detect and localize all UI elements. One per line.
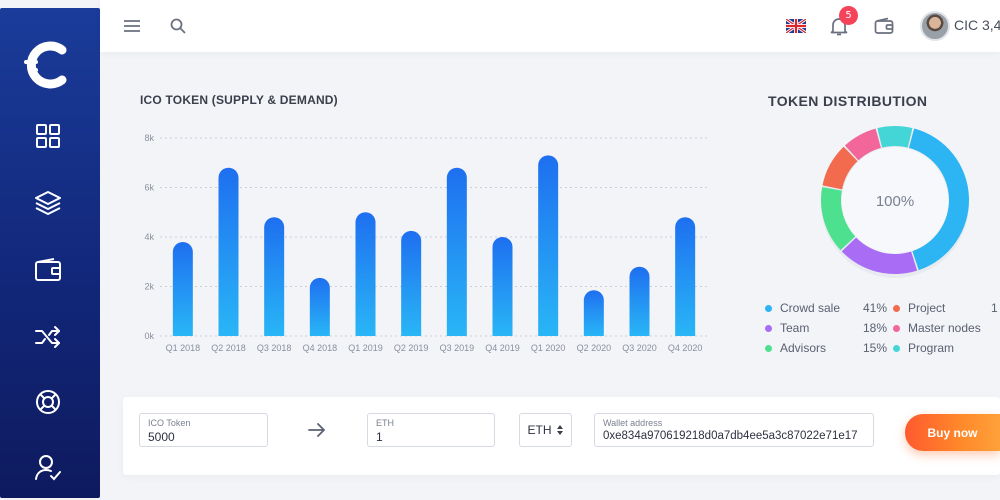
legend-dot	[893, 345, 900, 352]
bar-q3-2020[interactable]	[629, 266, 650, 336]
legend-dot	[893, 305, 900, 312]
legend-label: Team	[780, 321, 810, 335]
buy-panel: ICO Token ETH ETH Wallet address Buy now	[123, 397, 1000, 475]
y-tick-label: 0k	[144, 331, 154, 341]
bar-q1-2018[interactable]	[172, 241, 193, 336]
eth-field[interactable]: ETH	[367, 413, 496, 447]
bar-q1-2019[interactable]	[355, 212, 376, 336]
ico-token-field[interactable]: ICO Token	[139, 413, 269, 447]
buy-now-button[interactable]: Buy now	[905, 414, 1000, 451]
x-tick-label: Q3 2019	[440, 343, 475, 353]
legend-label: Program	[908, 341, 955, 355]
donut-slice-team[interactable]	[841, 237, 918, 274]
notifications-badge: 5	[839, 6, 858, 25]
avatar[interactable]	[920, 11, 950, 41]
x-tick-label: Q3 2018	[257, 343, 292, 353]
search-icon[interactable]	[166, 14, 190, 38]
legend-label: Crowd sale	[780, 301, 841, 315]
chart-title: ICO TOKEN (SUPPLY & DEMAND)	[140, 93, 338, 107]
legend-dot	[765, 305, 772, 312]
user-check-icon	[35, 455, 61, 481]
token-distribution-donut: 100%	[821, 126, 969, 278]
balance-text: CIC 3,45	[954, 17, 1000, 33]
legend-dot	[893, 325, 900, 332]
wallet-address-input[interactable]	[603, 430, 868, 442]
y-tick-label: 2k	[144, 282, 154, 292]
x-tick-label: Q1 2018	[166, 343, 201, 353]
x-tick-label: Q2 2019	[394, 343, 429, 353]
x-tick-label: Q4 2019	[485, 343, 520, 353]
topbar-wallet-icon[interactable]	[872, 14, 896, 38]
bar-q1-2020[interactable]	[538, 155, 559, 336]
currency-value: ETH	[527, 423, 552, 437]
legend-label: Advisors	[780, 341, 827, 355]
supply-demand-bar-chart: 0k 2k 4k 6k 8k Q1 2018 Q2 2018 Q3 2018 Q4 2018 Q1…	[144, 133, 708, 353]
x-tick-label: Q2 2020	[577, 343, 612, 353]
wallet-address-field[interactable]: Wallet address	[594, 413, 874, 447]
bar-q3-2018[interactable]	[264, 217, 285, 336]
y-tick-label: 8k	[144, 133, 154, 143]
legend-percent: 18%	[863, 321, 888, 335]
donut-slice-program[interactable]	[877, 126, 913, 148]
legend-dot	[765, 325, 772, 332]
ico-token-input[interactable]	[148, 430, 269, 444]
legend-label: Master nodes	[908, 321, 981, 335]
donut-slice-advisors[interactable]	[821, 187, 856, 251]
arrow-right-icon	[306, 419, 328, 441]
bar-q3-2019[interactable]	[446, 167, 467, 336]
donut-slice-master-nodes[interactable]	[844, 128, 881, 161]
sidebar	[0, 8, 100, 498]
x-tick-label: Q3 2020	[622, 343, 657, 353]
bar-q2-2018[interactable]	[218, 167, 239, 336]
legend-dot	[765, 345, 772, 352]
currency-select[interactable]: ETH	[519, 413, 572, 447]
sidebar-item-layers[interactable]	[30, 185, 66, 221]
donut-center	[842, 147, 948, 253]
distribution-title: TOKEN DISTRIBUTION	[768, 93, 928, 109]
lifebuoy-icon	[36, 390, 60, 414]
ico-token-label: ICO Token	[148, 418, 191, 428]
bar-q2-2019[interactable]	[401, 230, 422, 336]
y-tick-label: 4k	[144, 232, 154, 242]
shuffle-icon	[35, 326, 60, 348]
grid-icon	[36, 124, 60, 148]
x-tick-label: Q1 2020	[531, 343, 566, 353]
donut-center-label: 100%	[876, 193, 914, 210]
topbar: 5 CIC 3,45	[100, 0, 1000, 52]
bar-q4-2018[interactable]	[309, 277, 330, 336]
legend-label: Project	[908, 301, 946, 315]
hamburger-icon[interactable]	[120, 14, 144, 38]
bar-q4-2019[interactable]	[492, 237, 513, 336]
layers-icon	[35, 191, 61, 215]
distribution-legend: Crowd sale 41% Team 18% Advisors 15% Project 1 M…	[765, 300, 1000, 364]
eth-input[interactable]	[376, 430, 496, 444]
bar-q4-2020[interactable]	[675, 217, 696, 336]
x-tick-label: Q4 2018	[303, 343, 338, 353]
donut-slice-crowd-sale[interactable]	[908, 128, 969, 271]
y-tick-label: 6k	[144, 183, 154, 193]
sidebar-item-dashboard[interactable]	[30, 118, 66, 154]
legend-percent: 15%	[863, 341, 888, 355]
uk-flag-icon[interactable]	[784, 14, 808, 38]
x-tick-label: Q4 2020	[668, 343, 703, 353]
x-tick-label: Q2 2018	[211, 343, 246, 353]
wallet-icon	[35, 258, 61, 281]
donut-slice-project[interactable]	[822, 146, 858, 190]
eth-label: ETH	[376, 418, 394, 428]
sidebar-item-support[interactable]	[30, 384, 66, 420]
sidebar-item-wallet[interactable]	[30, 252, 66, 288]
legend-percent: 41%	[863, 301, 888, 315]
brand-c-logo-icon[interactable]	[22, 38, 76, 92]
wallet-address-label: Wallet address	[603, 418, 663, 428]
legend-percent: 1	[991, 301, 998, 315]
sidebar-item-user[interactable]	[30, 449, 66, 485]
bar-q2-2020[interactable]	[583, 290, 604, 336]
x-tick-label: Q1 2019	[348, 343, 383, 353]
up-down-caret-icon	[556, 425, 563, 435]
sidebar-item-exchange[interactable]	[30, 319, 66, 355]
